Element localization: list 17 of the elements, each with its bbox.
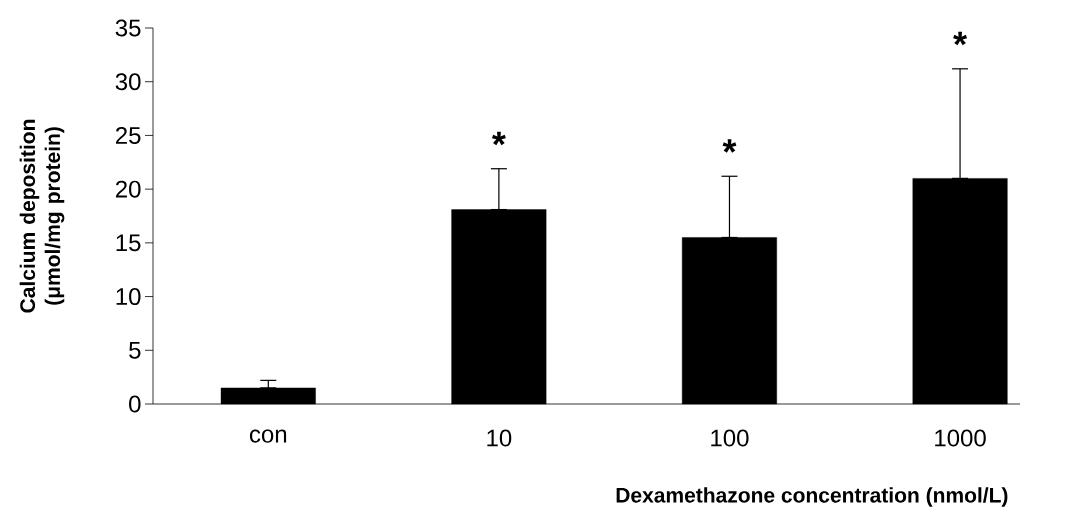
annotation: * [722,139,737,153]
x-tick-label: 100 [711,429,749,447]
x-tick-label: 10 [487,429,512,447]
y-tick-label: 15 [116,234,141,252]
annotation: * [491,131,506,146]
y-tick-label: 30 [115,73,141,91]
x-axis-title: Dexamethazone concentration (nmol/L) [616,487,1008,507]
x-tick-label: con [249,429,287,443]
y-tick-label: 0 [129,395,141,413]
y-axis-title: Calcium deposition (μmol/mg protein) [19,119,65,313]
y-tick-label: 5 [129,341,141,359]
y-tick-label: 35 [115,19,141,37]
x-tick-label: 1000 [935,429,986,447]
y-tick-label: 25 [115,126,141,144]
annotation: * [953,31,968,46]
y-tick-label: 20 [115,180,141,198]
y-tick-label: 10 [116,288,141,306]
